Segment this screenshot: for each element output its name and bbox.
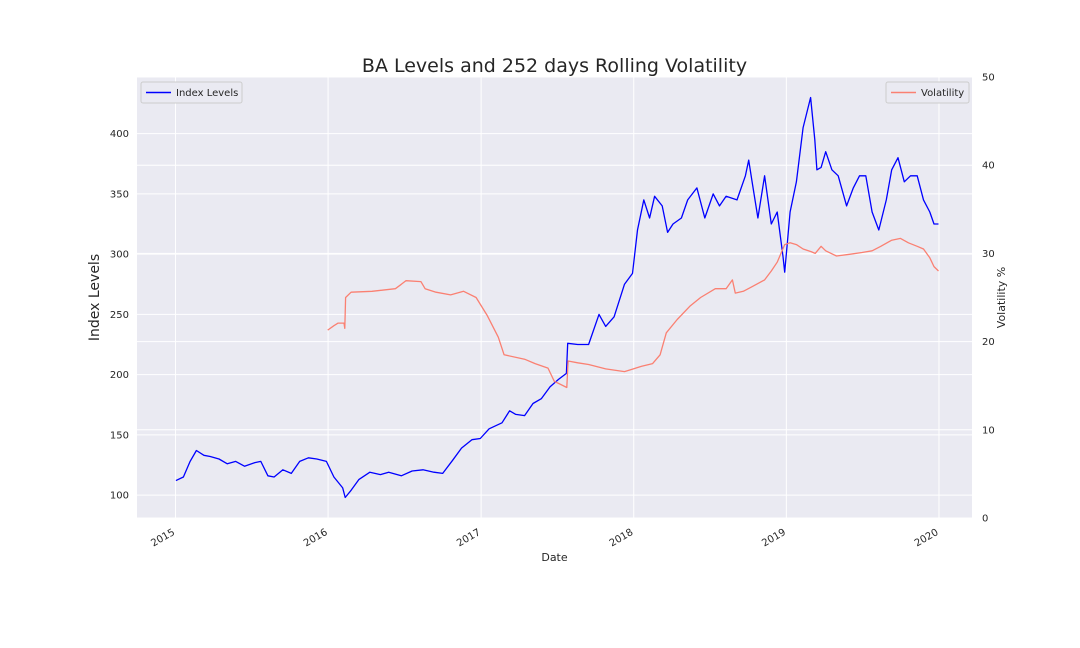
plot-area (137, 77, 972, 518)
legend-volatility: Volatility (885, 81, 970, 104)
legend-label-index-levels: Index Levels (176, 88, 238, 99)
x-tick-label: 2016 (302, 527, 330, 549)
y-left-tick-label: 250 (110, 310, 129, 321)
x-tick-label: 2020 (913, 527, 941, 549)
y-right-tick-label: 50 (982, 73, 995, 84)
x-tick-label: 2015 (149, 527, 177, 549)
y-left-tick-label: 400 (110, 129, 129, 140)
y-right-tick-label: 30 (982, 249, 995, 260)
legend-index-levels: Index Levels (140, 81, 243, 104)
x-tick-label: 2017 (455, 527, 483, 549)
series-layer (175, 96, 939, 499)
y-right-tick-label: 10 (982, 425, 995, 436)
chart-title: BA Levels and 252 days Rolling Volatilit… (362, 55, 747, 77)
y-left-tick-label: 150 (110, 430, 129, 441)
y-left-tick-label: 300 (110, 250, 129, 261)
y-right-tick-label: 0 (982, 514, 988, 525)
series-line-index-levels (175, 96, 939, 499)
series-line-volatility (327, 237, 939, 389)
x-axis-label: Date (541, 551, 568, 564)
y-axis-left-label: Index Levels (87, 254, 103, 341)
x-tick-label: 2018 (608, 527, 636, 549)
y-right-tick-label: 20 (982, 337, 995, 348)
grid-lines (137, 76, 972, 519)
y-left-tick-label: 350 (110, 189, 129, 200)
x-tick-label: 2019 (760, 527, 788, 549)
y-right-tick-label: 40 (982, 161, 995, 172)
y-axis-right-label: Volatility % (995, 267, 1008, 328)
legend-label-volatility: Volatility (921, 88, 964, 99)
y-left-tick-label: 200 (110, 370, 129, 381)
y-left-tick-label: 100 (110, 491, 129, 502)
